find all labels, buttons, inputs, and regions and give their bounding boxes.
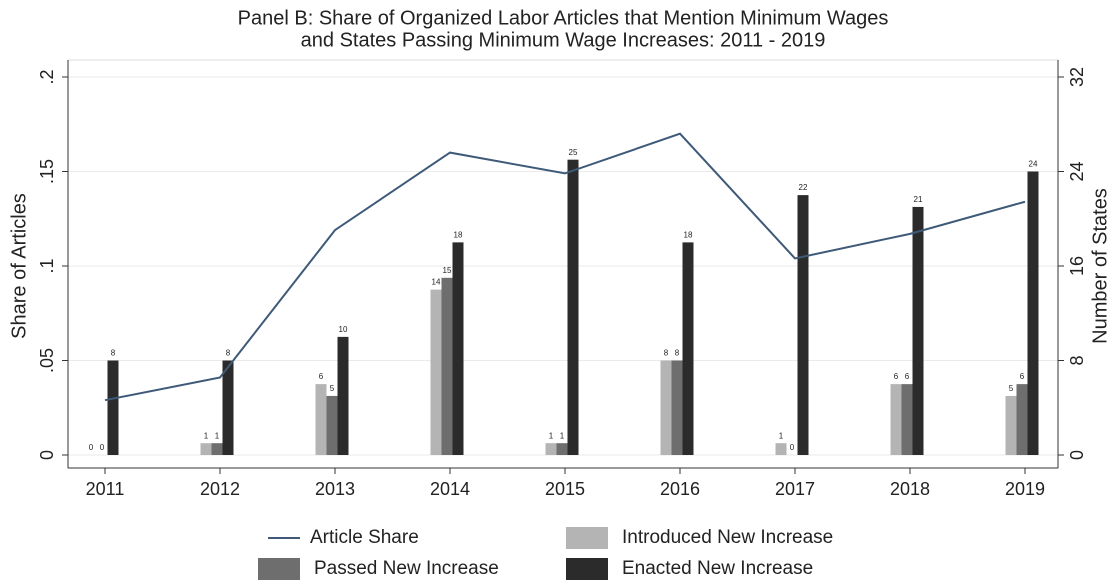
bar-value-label: 25 — [569, 148, 578, 157]
bar-value-label: 8 — [675, 349, 680, 358]
bar — [682, 242, 694, 455]
legend-label: Introduced New Increase — [622, 527, 833, 548]
bar-value-label: 15 — [443, 266, 452, 275]
y2-tick-label: 32 — [1067, 67, 1087, 87]
bar-value-label: 1 — [779, 431, 784, 440]
x-tick-label: 2018 — [890, 479, 930, 499]
chart-title: and States Passing Minimum Wage Increase… — [301, 29, 826, 51]
y-tick-label: .1 — [37, 258, 57, 273]
bar — [1005, 395, 1017, 455]
legend-swatch — [258, 558, 300, 580]
bar-value-label: 5 — [330, 384, 335, 393]
y-tick-label: .05 — [37, 348, 57, 373]
chart-title: Panel B: Share of Organized Labor Articl… — [238, 7, 889, 29]
bar-value-label: 6 — [1020, 372, 1025, 381]
y2-tick-label: 0 — [1067, 450, 1087, 460]
bar — [912, 206, 924, 455]
x-tick-label: 2012 — [200, 479, 240, 499]
y2-tick-label: 8 — [1067, 355, 1087, 365]
x-tick-label: 2017 — [775, 479, 815, 499]
bar — [890, 384, 902, 455]
bar-value-label: 18 — [684, 230, 693, 239]
bar — [337, 336, 349, 455]
bar-value-label: 22 — [799, 183, 808, 192]
bar — [222, 360, 234, 455]
y-tick-label: 0 — [37, 450, 57, 460]
bar-value-label: 0 — [100, 443, 105, 452]
bar — [660, 360, 672, 455]
bar — [452, 242, 464, 455]
legend-label: Passed New Increase — [314, 558, 499, 579]
y2-tick-label: 16 — [1067, 256, 1087, 276]
bar-value-label: 0 — [89, 443, 94, 452]
bar-value-label: 0 — [790, 443, 795, 452]
legend-label: Enacted New Increase — [622, 558, 813, 579]
line — [104, 132, 1026, 402]
x-tick-label: 2013 — [315, 479, 355, 499]
bar — [315, 384, 327, 455]
bar-value-label: 1 — [215, 431, 220, 440]
bar-value-label: 8 — [226, 349, 231, 358]
bar-value-label: 5 — [1009, 384, 1014, 393]
bar-value-label: 1 — [560, 431, 565, 440]
legend-label: Article Share — [310, 527, 419, 548]
bar-value-label: 1 — [204, 431, 209, 440]
bar — [901, 384, 913, 455]
bar-value-label: 24 — [1029, 160, 1038, 169]
legend-swatch — [566, 558, 608, 580]
y2-axis-label: Number of States — [1089, 188, 1111, 344]
bar — [775, 443, 787, 455]
bar — [671, 360, 683, 455]
bar-value-label: 8 — [664, 349, 669, 358]
bar-value-label: 6 — [894, 372, 899, 381]
bar — [430, 289, 442, 455]
bar-value-label: 1 — [549, 431, 554, 440]
bar-value-label: 8 — [111, 349, 116, 358]
bar — [545, 443, 557, 455]
y-axis-label: Share of Articles — [8, 193, 30, 339]
bar — [107, 360, 119, 455]
bar-value-label: 10 — [339, 325, 348, 334]
x-tick-label: 2015 — [545, 479, 585, 499]
x-tick-label: 2016 — [660, 479, 700, 499]
bar-value-label: 6 — [319, 372, 324, 381]
x-tick-label: 2014 — [430, 479, 470, 499]
y-tick-label: .15 — [37, 159, 57, 184]
bar — [326, 395, 338, 455]
bar — [200, 443, 212, 455]
bar — [556, 443, 568, 455]
x-tick-label: 2019 — [1005, 479, 1045, 499]
bar — [567, 159, 579, 455]
y2-tick-label: 24 — [1067, 161, 1087, 181]
y-tick-label: .2 — [37, 69, 57, 84]
bar-value-label: 14 — [432, 278, 441, 287]
bar — [211, 443, 223, 455]
bar — [1027, 171, 1039, 455]
bar — [1016, 384, 1028, 455]
bar-value-label: 18 — [454, 230, 463, 239]
bar-value-label: 21 — [914, 195, 923, 204]
x-tick-label: 2011 — [86, 479, 125, 499]
bar — [797, 195, 809, 455]
legend-swatch — [566, 527, 608, 549]
bar-value-label: 6 — [905, 372, 910, 381]
bar — [441, 277, 453, 455]
